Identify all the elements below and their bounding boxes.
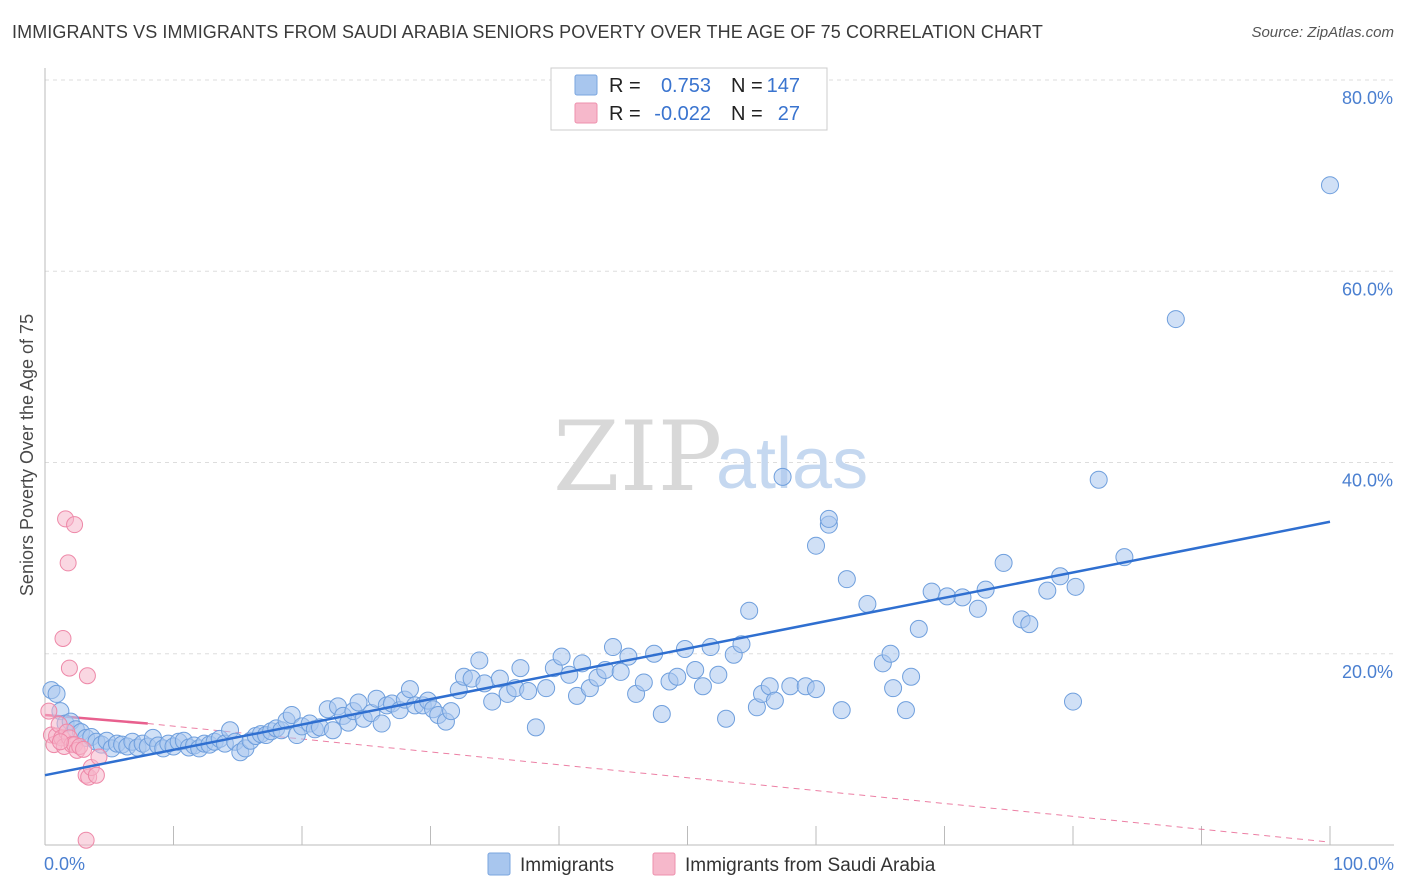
bottom-legend-swatch-immigrants xyxy=(487,852,511,876)
y-tick-label: 80.0% xyxy=(1342,88,1393,108)
immigrants-point xyxy=(807,536,825,555)
bottom-legend-immigrants: Immigrants xyxy=(520,855,614,876)
saudi-point xyxy=(75,740,93,758)
immigrants-point xyxy=(807,680,825,699)
immigrants-point xyxy=(902,667,921,686)
immigrants-point xyxy=(537,679,556,698)
immigrants-point xyxy=(686,661,705,680)
saudi-trendline-dashed xyxy=(147,723,1331,843)
immigrants-point xyxy=(994,553,1013,572)
saudi-point xyxy=(87,766,105,784)
legend-r-label-1: R = xyxy=(609,75,641,97)
immigrants-point xyxy=(323,721,342,740)
immigrants-point xyxy=(634,673,653,692)
immigrants-point xyxy=(968,599,987,618)
legend-n-value-1: 147 xyxy=(767,75,800,97)
immigrants-point xyxy=(909,619,928,638)
immigrants-point xyxy=(717,709,736,728)
immigrants-point xyxy=(781,677,800,696)
x-axis-ticks xyxy=(173,826,1331,845)
immigrants-point xyxy=(1038,581,1057,600)
immigrants-point xyxy=(1166,310,1185,329)
immigrants-point xyxy=(603,638,622,657)
immigrants-point xyxy=(442,702,461,721)
immigrants-point xyxy=(400,680,419,699)
legend-n-label-1: N = xyxy=(731,75,763,97)
immigrants-point xyxy=(896,701,915,720)
immigrants-point xyxy=(526,718,545,737)
saudi-point xyxy=(66,516,84,534)
immigrants-point xyxy=(1064,692,1082,711)
correlation-legend: R = 0.753 N = 147 R = -0.022 N = 27 xyxy=(550,67,828,131)
watermark-atlas: atlas xyxy=(716,424,868,504)
legend-r-value-2: -0.022 xyxy=(654,103,711,125)
legend-swatch-immigrants xyxy=(574,74,598,96)
x-tick-label-max: 100.0% xyxy=(1333,854,1394,874)
immigrants-point xyxy=(1066,577,1085,596)
immigrants-point xyxy=(552,647,571,666)
series-legend: Immigrants Immigrants from Saudi Arabia xyxy=(487,852,936,876)
chart-title: IMMIGRANTS VS IMMIGRANTS FROM SAUDI ARAB… xyxy=(12,22,1044,42)
y-tick-labels: 20.0% 40.0% 60.0% 80.0% xyxy=(1342,88,1393,682)
immigrants-point xyxy=(1321,176,1339,195)
immigrants-points xyxy=(42,176,1339,762)
immigrants-point xyxy=(693,677,712,696)
saudi-point xyxy=(77,831,95,849)
saudi-point xyxy=(60,659,78,677)
immigrants-point xyxy=(1020,615,1039,634)
immigrants-point xyxy=(611,662,630,681)
legend-r-label-2: R = xyxy=(609,103,641,125)
immigrants-point xyxy=(953,588,972,607)
immigrants-point xyxy=(349,693,368,712)
saudi-point xyxy=(78,667,96,685)
immigrants-point xyxy=(740,601,759,620)
immigrants-point xyxy=(701,638,720,657)
immigrants-point xyxy=(881,644,900,663)
source-credit: Source: ZipAtlas.com xyxy=(1251,24,1394,41)
immigrants-point xyxy=(832,701,851,720)
immigrants-point xyxy=(1089,470,1108,489)
immigrants-trendline xyxy=(44,520,1331,777)
immigrants-point xyxy=(490,669,509,688)
y-tick-label: 60.0% xyxy=(1342,279,1393,299)
immigrants-point xyxy=(483,692,502,711)
immigrants-point xyxy=(773,467,792,486)
immigrants-point xyxy=(668,667,687,686)
legend-n-label-2: N = xyxy=(731,103,763,125)
immigrants-point xyxy=(372,714,391,733)
bottom-legend-saudi: Immigrants from Saudi Arabia xyxy=(685,855,936,876)
legend-r-value-1: 0.753 xyxy=(661,75,711,97)
legend-swatch-saudi xyxy=(574,102,598,124)
watermark-zip: ZIP xyxy=(553,401,722,513)
bottom-legend-swatch-saudi xyxy=(652,852,676,876)
saudi-point xyxy=(59,554,77,572)
immigrants-point xyxy=(765,691,784,710)
immigrants-point xyxy=(47,684,66,703)
immigrants-point xyxy=(282,705,301,724)
immigrants-trendline-line xyxy=(44,520,1331,777)
immigrants-point xyxy=(470,651,489,670)
immigrants-point xyxy=(858,595,877,614)
legend-n-value-2: 27 xyxy=(778,103,800,125)
immigrants-point xyxy=(511,659,530,678)
immigrants-point xyxy=(819,509,838,528)
immigrants-point xyxy=(519,682,538,701)
saudi-points xyxy=(40,510,108,849)
immigrants-point xyxy=(837,570,856,589)
y-tick-label: 40.0% xyxy=(1342,471,1393,491)
x-tick-label-min: 0.0% xyxy=(44,854,85,874)
immigrants-point xyxy=(884,679,903,698)
immigrants-point xyxy=(652,704,671,723)
immigrants-point xyxy=(709,665,728,684)
gridlines xyxy=(45,79,1394,655)
immigrants-point xyxy=(922,582,941,601)
y-axis-label: Seniors Poverty Over the Age of 75 xyxy=(17,314,37,596)
saudi-point xyxy=(54,629,72,647)
saudi-point xyxy=(40,702,58,720)
y-tick-label: 20.0% xyxy=(1342,662,1393,682)
saudi-point xyxy=(51,733,69,751)
